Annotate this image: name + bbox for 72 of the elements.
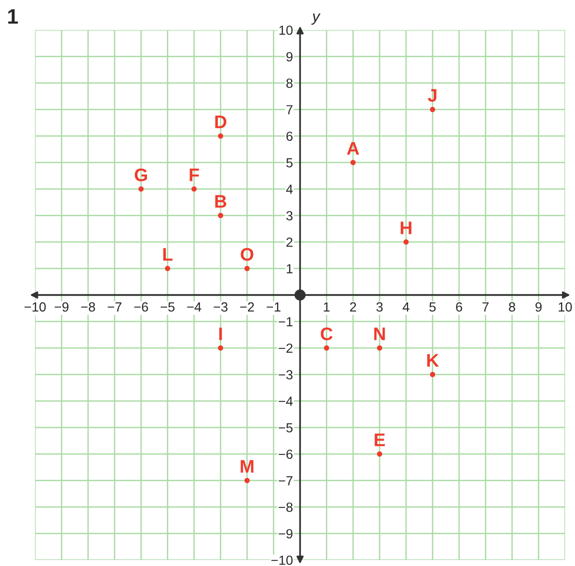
- point: [430, 106, 436, 112]
- data-label: J: [428, 89, 436, 102]
- y-tick-label: 3: [286, 211, 293, 220]
- point: [218, 212, 224, 218]
- point: [244, 266, 250, 272]
- y-tick-label: 9: [286, 52, 292, 62]
- x-tick-label: 8: [508, 302, 516, 312]
- y-tick-label: −4: [278, 396, 293, 406]
- data-label: H: [400, 222, 412, 234]
- x-tick-label: 4: [402, 302, 410, 312]
- point: [138, 186, 144, 192]
- x-tick-label: −7: [108, 302, 122, 312]
- x-tick-label: 2: [350, 302, 356, 312]
- y-tick-label: 4: [286, 184, 293, 194]
- x-tick-label: −8: [81, 302, 96, 312]
- data-label: O: [240, 248, 254, 261]
- data-label: F: [190, 168, 199, 182]
- y-tick-label: −2: [278, 344, 292, 353]
- x-tick-label: −10: [24, 302, 46, 312]
- point: [244, 478, 250, 484]
- y-tick-label: 8: [286, 78, 293, 88]
- x-tick-label: 7: [482, 302, 489, 312]
- x-tick-label: 5: [429, 302, 436, 312]
- y-tick-label: −10: [271, 556, 293, 565]
- chart-title: 1: [8, 9, 18, 24]
- point: [403, 239, 409, 245]
- y-tick-label: −5: [278, 423, 293, 432]
- x-tick-label: −2: [240, 302, 254, 312]
- x-tick-label: −5: [160, 302, 175, 312]
- point: [430, 372, 436, 378]
- x-tick-label: −9: [54, 302, 68, 312]
- data-label: A: [346, 142, 360, 155]
- x-tick-label: 9: [536, 302, 542, 312]
- y-tick-label: −8: [278, 502, 293, 512]
- y-tick-label: 2: [286, 238, 292, 247]
- x-tick-label: −3: [214, 302, 228, 312]
- data-label: L: [163, 248, 173, 261]
- data-label: G: [134, 168, 147, 182]
- point: [350, 160, 356, 166]
- y-tick-label: 10: [279, 26, 293, 35]
- point: [164, 266, 170, 272]
- point: [324, 345, 330, 351]
- y-tick-label: −7: [278, 476, 292, 486]
- y-tick-label: 1: [286, 264, 292, 274]
- point: [218, 345, 224, 351]
- x-tick-label: −4: [187, 302, 202, 312]
- x-tick-label: 10: [558, 302, 572, 312]
- x-tick-label: 6: [456, 302, 462, 312]
- y-tick-label: −3: [278, 370, 293, 380]
- data-label: E: [374, 434, 385, 446]
- y-tick-label: 5: [286, 158, 293, 168]
- point: [376, 451, 382, 457]
- data-label: M: [240, 460, 254, 473]
- data-label: I: [219, 328, 222, 340]
- data-label: C: [320, 327, 333, 340]
- point: [191, 186, 197, 192]
- y-axis-title: y: [311, 13, 321, 25]
- x-tick-label: 1: [324, 302, 330, 312]
- x-tick-label: −1: [266, 302, 280, 312]
- data-label: N: [374, 328, 385, 340]
- data-label: K: [427, 354, 439, 367]
- point: [218, 133, 224, 139]
- y-tick-label: 6: [286, 132, 293, 141]
- y-tick-label: −6: [278, 450, 293, 459]
- x-tick-label: −6: [134, 302, 148, 312]
- data-label: D: [215, 116, 226, 128]
- y-tick-label: −1: [278, 317, 292, 326]
- y-tick-label: 7: [286, 105, 292, 114]
- x-tick-label: 3: [376, 302, 383, 312]
- data-label: B: [215, 195, 226, 208]
- point: [376, 345, 382, 351]
- y-tick-label: −9: [278, 529, 292, 538]
